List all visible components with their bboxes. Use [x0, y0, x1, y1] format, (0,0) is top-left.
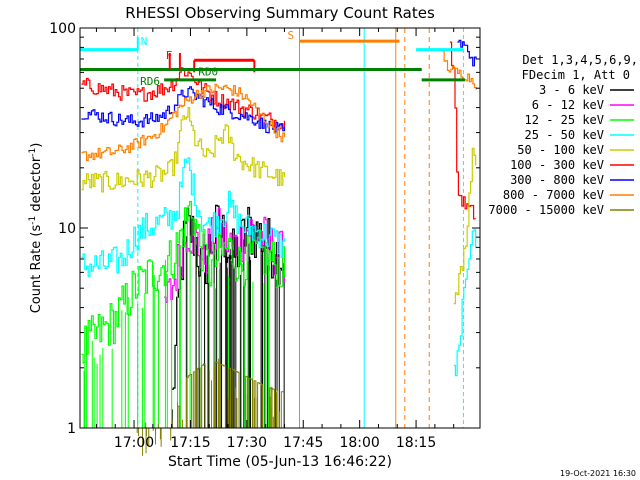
- y-label-sup2: -1: [28, 148, 38, 157]
- y-label-end: ): [29, 143, 44, 148]
- plot-area: N S RD0 RD6 F: [80, 28, 477, 456]
- legend-entry-label: 7000 - 15000 keV: [488, 203, 604, 217]
- series-line-main-2: [81, 200, 286, 364]
- series-line-late-4: [453, 229, 477, 377]
- saa-label: S: [287, 29, 294, 42]
- x-tick-label: 18:00: [339, 435, 379, 451]
- legend-entry-label: 800 - 7000 keV: [503, 188, 604, 202]
- series-line-main-3: [81, 157, 286, 278]
- series-line-late-1: [457, 39, 477, 67]
- series-line-late-3: [453, 147, 477, 305]
- y-label-main: Count Rate (s: [29, 225, 44, 314]
- series-line-main-6: [81, 86, 286, 134]
- y-axis-label: Count Rate (s-1 detector-1): [28, 143, 44, 314]
- series-line-main-4: [81, 107, 286, 193]
- x-tick-label: 17:30: [227, 435, 267, 451]
- series-line-late-2: [442, 50, 477, 90]
- legend-entry-label: 100 - 300 keV: [510, 158, 604, 172]
- legend-entry-label: 3 - 6 keV: [539, 83, 604, 97]
- x-tick-label: 17:15: [170, 435, 210, 451]
- y-tick-label: 1: [67, 421, 76, 437]
- legend-entry-label: 50 - 100 keV: [517, 143, 604, 157]
- rd0-label: RD0: [198, 65, 218, 78]
- y-tick-label: 100: [49, 21, 76, 37]
- legend-entry-label: 6 - 12 keV: [532, 98, 604, 112]
- generation-timestamp: 19-Oct-2021 16:30: [560, 469, 636, 478]
- legend-entry-label: 25 - 50 keV: [525, 128, 604, 142]
- y-tick-label: 10: [58, 221, 76, 237]
- y-label-mid: detector: [29, 156, 44, 216]
- night-label: N: [141, 35, 148, 48]
- chart-title: RHESSI Observing Summary Count Rates: [125, 4, 435, 22]
- x-tick-label: 18:15: [396, 435, 436, 451]
- x-axis-label: Start Time (05-Jun-13 16:46:22): [168, 454, 392, 470]
- legend-header-detectors: Det 1,3,4,5,6,9,: [522, 53, 638, 67]
- x-tick-label: 17:00: [114, 435, 154, 451]
- rd6-label: RD6: [140, 75, 160, 88]
- x-tick-label: 17:45: [283, 435, 323, 451]
- legend-entry-label: 300 - 800 keV: [510, 173, 604, 187]
- legend-entry-label: 12 - 25 keV: [525, 113, 604, 127]
- axis-ticks: 17:00 17:15 17:30 17:45 18:00 18:15 1 10 100: [49, 21, 480, 451]
- legend-header-decimation: FDecim 1, Att 0: [522, 68, 630, 82]
- y-label-sup1: -1: [28, 216, 38, 225]
- series-line-main-7: [81, 83, 286, 162]
- flare-label: F: [166, 49, 173, 62]
- legend: Det 1,3,4,5,6,9, FDecim 1, Att 0 3 - 6 k…: [488, 53, 638, 217]
